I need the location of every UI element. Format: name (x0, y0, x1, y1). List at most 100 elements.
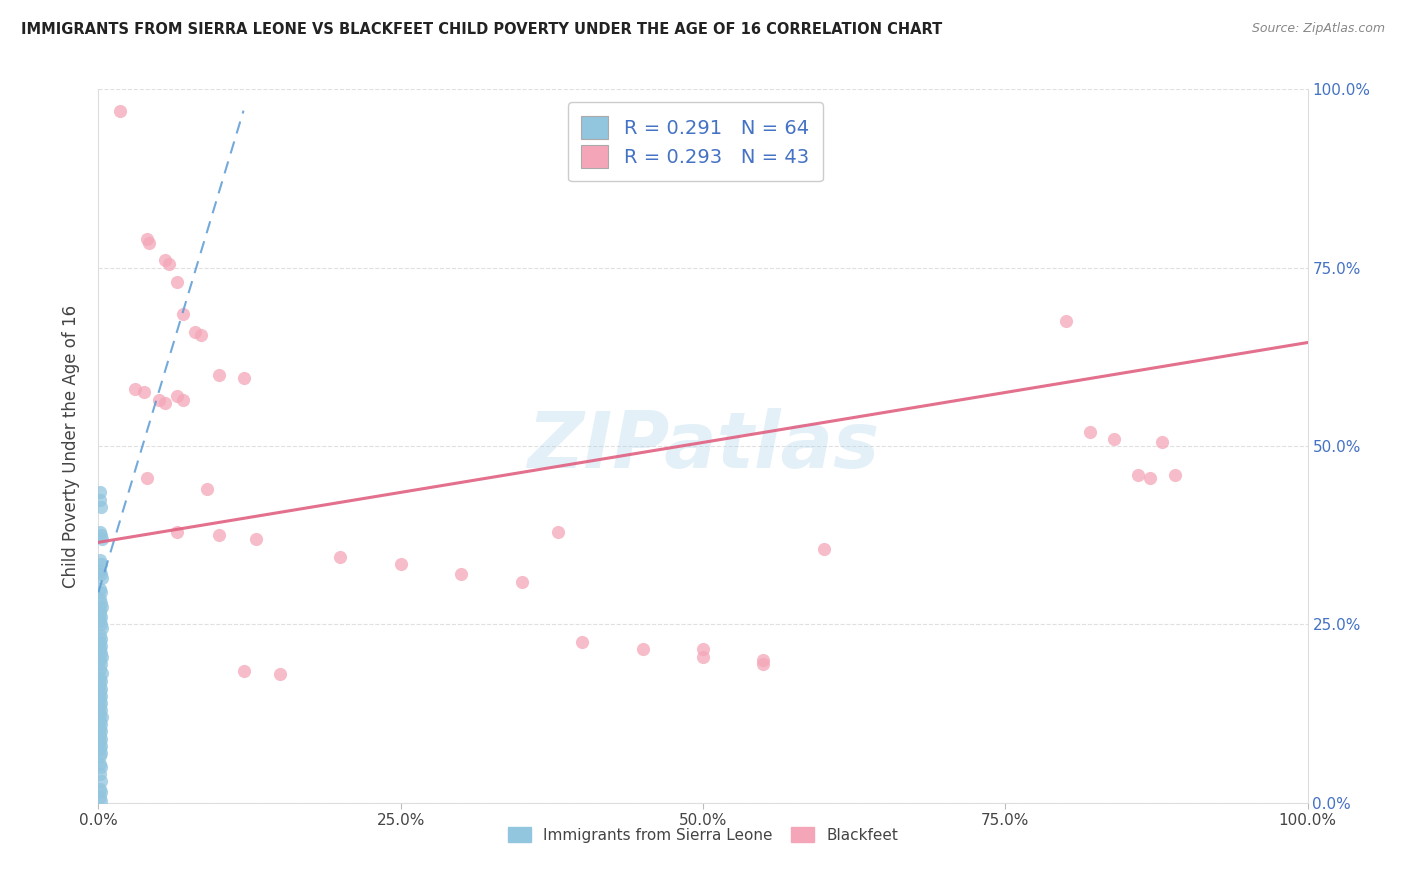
Point (208, 368, 231, 382)
Point (148, 392, 170, 407)
Point (153, 396, 176, 410)
Point (90, 617, 112, 632)
Point (547, 524, 569, 539)
Y-axis label: Child Poverty Under the Age of 16: Child Poverty Under the Age of 16 (62, 304, 80, 588)
Point (91, 665, 114, 680)
Point (89, 553, 111, 567)
Point (90, 739, 112, 753)
Point (90, 674, 112, 689)
Point (184, 325, 207, 339)
Point (90, 657, 112, 671)
Point (89, 592, 111, 607)
Point (166, 524, 188, 539)
Point (195, 482, 218, 496)
Point (108, 103, 131, 118)
Point (631, 642, 654, 657)
Point (91, 532, 114, 546)
Point (90, 646, 112, 660)
Text: ZIPatlas: ZIPatlas (527, 408, 879, 484)
Point (135, 232, 157, 246)
Point (89, 767, 111, 781)
Point (172, 307, 194, 321)
Text: Source: ZipAtlas.com: Source: ZipAtlas.com (1251, 22, 1385, 36)
Point (166, 389, 188, 403)
Point (90, 717, 112, 731)
Point (90, 639, 112, 653)
Point (329, 549, 352, 564)
Point (91, 621, 114, 635)
Point (90, 610, 112, 624)
Point (89, 735, 111, 749)
Legend: Immigrants from Sierra Leone, Blackfeet: Immigrants from Sierra Leone, Blackfeet (502, 821, 904, 848)
Point (89, 756, 111, 771)
Point (90, 760, 112, 774)
Point (153, 253, 176, 268)
Point (90, 567, 112, 582)
Point (89, 706, 111, 721)
Point (90, 724, 112, 739)
Point (90, 774, 112, 789)
Point (89, 653, 111, 667)
Point (813, 542, 835, 557)
Point (89, 662, 111, 676)
Point (89, 671, 111, 685)
Point (90, 696, 112, 710)
Point (1078, 425, 1101, 439)
Point (89, 790, 111, 805)
Point (90, 681, 112, 696)
Point (692, 649, 714, 664)
Point (1152, 435, 1174, 450)
Point (571, 635, 593, 649)
Point (90, 596, 112, 610)
Point (190, 328, 212, 343)
Point (510, 574, 533, 589)
Text: IMMIGRANTS FROM SIERRA LEONE VS BLACKFEET CHILD POVERTY UNDER THE AGE OF 16 CORR: IMMIGRANTS FROM SIERRA LEONE VS BLACKFEE… (21, 22, 942, 37)
Point (245, 532, 267, 546)
Point (124, 382, 146, 396)
Point (90, 557, 112, 571)
Point (90, 703, 112, 717)
Point (1163, 467, 1185, 482)
Point (90, 632, 112, 646)
Point (89, 524, 111, 539)
Point (90, 731, 112, 746)
Point (134, 385, 156, 400)
Point (91, 599, 114, 614)
Point (389, 557, 412, 571)
Point (135, 471, 157, 485)
Point (89, 564, 111, 578)
Point (89, 614, 111, 628)
Point (89, 485, 111, 500)
Point (752, 653, 775, 667)
Point (752, 657, 775, 671)
Point (89, 582, 111, 596)
Point (90, 794, 112, 808)
Point (90, 689, 112, 703)
Point (269, 667, 291, 681)
Point (91, 710, 114, 724)
Point (90, 785, 112, 799)
Point (232, 664, 254, 678)
Point (90, 500, 112, 514)
Point (157, 257, 180, 271)
Point (208, 528, 231, 542)
Point (138, 235, 160, 250)
Point (90, 585, 112, 599)
Point (166, 275, 188, 289)
Point (1128, 467, 1150, 482)
Point (89, 699, 111, 714)
Point (91, 649, 114, 664)
Point (89, 749, 111, 764)
Point (89, 742, 111, 756)
Point (89, 607, 111, 621)
Point (89, 721, 111, 735)
Point (692, 642, 714, 657)
Point (89, 635, 111, 649)
Point (89, 642, 111, 657)
Point (89, 603, 111, 617)
Point (90, 528, 112, 542)
Point (89, 692, 111, 706)
Point (1054, 314, 1077, 328)
Point (89, 678, 111, 692)
Point (89, 628, 111, 642)
